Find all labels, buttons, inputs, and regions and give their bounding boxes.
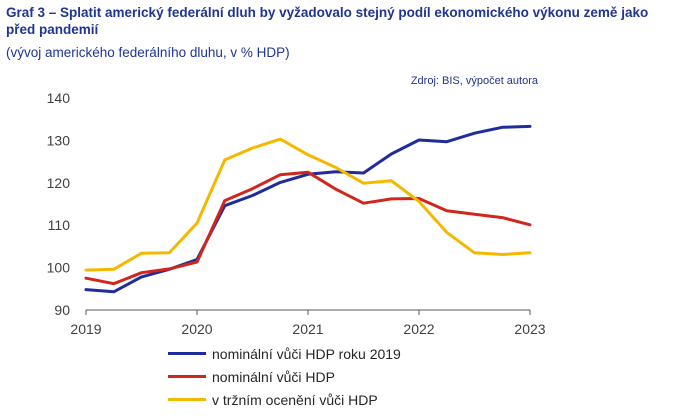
legend-swatch-nominal-2019 xyxy=(168,352,206,355)
legend-item-nominal-2019: nominální vůči HDP roku 2019 xyxy=(168,342,401,365)
y-tick-label: 110 xyxy=(48,217,71,233)
series-line-2 xyxy=(84,137,532,272)
x-tick-label: 2022 xyxy=(403,321,434,337)
legend-label-market: v tržním ocenění vůči HDP xyxy=(212,391,378,408)
axes: 90 100 110 120 130 140 2019 2020 2021 2022 2023 xyxy=(47,90,546,337)
legend-label-nominal-2019: nominální vůči HDP roku 2019 xyxy=(212,345,401,362)
x-tick-label: 2020 xyxy=(181,321,212,337)
y-tick-label: 140 xyxy=(47,90,71,106)
series-line-0 xyxy=(84,124,532,294)
y-tick-label: 90 xyxy=(54,302,70,318)
series-layer xyxy=(84,124,532,294)
chart-title: Graf 3 – Splatit americký federální dluh… xyxy=(6,5,649,37)
x-tick-label: 2021 xyxy=(292,321,323,337)
legend-swatch-market xyxy=(168,398,206,401)
y-tick-label: 100 xyxy=(47,260,71,276)
y-tick-label: 120 xyxy=(47,175,71,191)
legend-label-nominal: nominální vůči HDP xyxy=(212,368,335,385)
legend-item-market: v tržním ocenění vůči HDP xyxy=(168,388,401,411)
legend-swatch-nominal xyxy=(168,375,206,378)
series-line-1 xyxy=(84,170,532,286)
y-tick-label: 130 xyxy=(47,132,71,148)
legend-item-nominal: nominální vůči HDP xyxy=(168,365,401,388)
x-tick-label: 2023 xyxy=(514,321,545,337)
chart-subtitle: (vývoj amerického federálního dluhu, v %… xyxy=(6,45,290,60)
x-tick-label: 2019 xyxy=(70,321,101,337)
legend: nominální vůči HDP roku 2019 nominální v… xyxy=(168,342,401,411)
source-note: Zdroj: BIS, výpočet autora xyxy=(410,75,538,87)
